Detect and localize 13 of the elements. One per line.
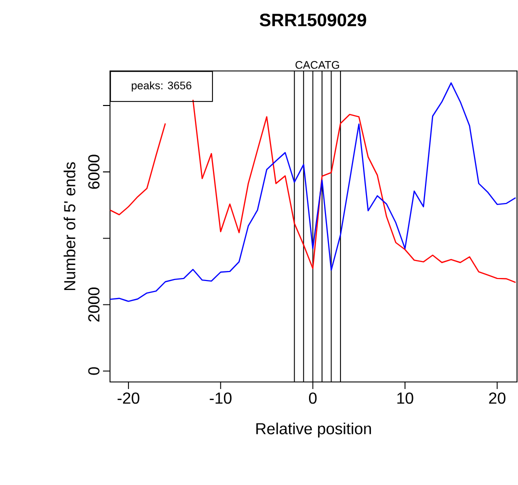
x-tick-label: 20 — [489, 392, 506, 404]
x-axis-title: Relative position — [256, 422, 371, 438]
x-tick-label: 0 — [309, 392, 317, 404]
x-tick-label: 10 — [397, 392, 414, 404]
x-tick-label: -10 — [210, 392, 232, 404]
annotation: peaks: 3656 — [132, 81, 192, 92]
text: CACATG — [296, 61, 340, 69]
y-tick-label: 2000 — [88, 288, 100, 322]
x-tick-label: -20 — [118, 392, 140, 404]
chart-title: SRR1509029 — [260, 14, 366, 26]
y-tick-label: 0 — [88, 367, 100, 375]
y-axis-title: Number of 5' ends — [64, 162, 76, 290]
y-tick-label: 6000 — [88, 154, 100, 189]
